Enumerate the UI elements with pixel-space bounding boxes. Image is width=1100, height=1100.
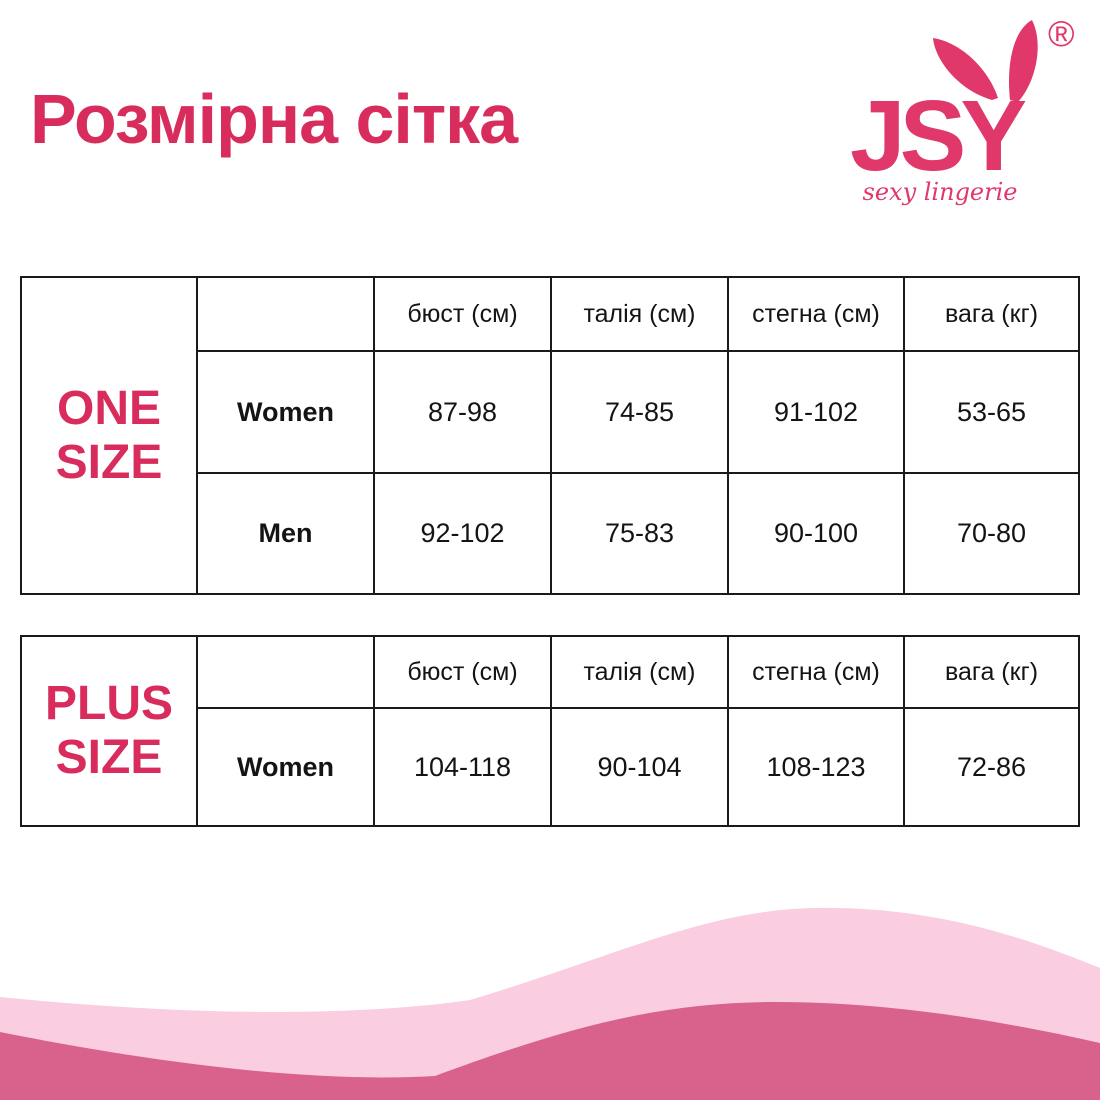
plus-size-header-row: PLUS SIZE бюст (см) талія (см) стегна (с… — [20, 635, 1080, 827]
header-bust-cm: бюст (см) — [373, 635, 552, 709]
header-waist-cm: талія (см) — [550, 276, 729, 352]
wave-dark-shape — [0, 1002, 1100, 1100]
empty-corner-cell — [196, 635, 375, 709]
cell-women-waist: 90-104 — [550, 707, 729, 827]
cell-men-waist: 75-83 — [550, 472, 729, 595]
header-weight-kg: вага (кг) — [903, 276, 1080, 352]
one-size-table: ONE SIZE бюст (см) талія (см) стегна (см… — [20, 276, 1080, 595]
one-size-label: ONE SIZE — [55, 381, 163, 489]
cell-women-hips: 108-123 — [727, 707, 905, 827]
one-size-men-row: Men 92-102 75-83 90-100 70-80 — [21, 472, 1080, 595]
cell-women-weight: 53-65 — [903, 350, 1080, 474]
brand-logo: JSY ® sexy lingerie — [850, 13, 1075, 206]
row-label-women: Women — [196, 350, 375, 474]
leaf-right-icon — [1008, 20, 1038, 102]
cell-women-weight: 72-86 — [903, 707, 1080, 827]
plus-size-label-cell: PLUS SIZE — [20, 635, 198, 827]
cell-men-hips: 90-100 — [727, 472, 905, 595]
header-hips-cm: стегна (см) — [727, 276, 905, 352]
cell-men-bust: 92-102 — [373, 472, 552, 595]
plus-size-label: PLUS SIZE — [44, 677, 173, 784]
header-hips-cm: стегна (см) — [727, 635, 905, 709]
plus-size-women-row: Women 104-118 90-104 108-123 72-86 — [21, 707, 1080, 827]
wave-decoration — [0, 907, 1100, 1100]
page-title: Розмірна сітка — [30, 80, 518, 158]
cell-women-bust: 104-118 — [373, 707, 552, 827]
one-size-women-row: Women 87-98 74-85 91-102 53-65 — [21, 350, 1080, 474]
one-size-header-row: ONE SIZE бюст (см) талія (см) стегна (см… — [20, 276, 1080, 595]
brand-text: JSY — [850, 80, 1026, 192]
leaf-left-icon — [933, 38, 998, 100]
row-label-men: Men — [196, 472, 375, 595]
row-label-women: Women — [196, 707, 375, 827]
registered-mark-icon: ® — [1048, 13, 1075, 54]
header-weight-kg: вага (кг) — [903, 635, 1080, 709]
cell-women-waist: 74-85 — [550, 350, 729, 474]
one-size-label-cell: ONE SIZE — [20, 276, 198, 595]
cell-men-weight: 70-80 — [903, 472, 1080, 595]
brand-tagline: sexy lingerie — [863, 178, 1018, 206]
header-bust-cm: бюст (см) — [373, 276, 552, 352]
plus-size-table: PLUS SIZE бюст (см) талія (см) стегна (с… — [20, 635, 1080, 827]
empty-corner-cell — [196, 276, 375, 352]
cell-women-hips: 91-102 — [727, 350, 905, 474]
cell-women-bust: 87-98 — [373, 350, 552, 474]
header-waist-cm: талія (см) — [550, 635, 729, 709]
